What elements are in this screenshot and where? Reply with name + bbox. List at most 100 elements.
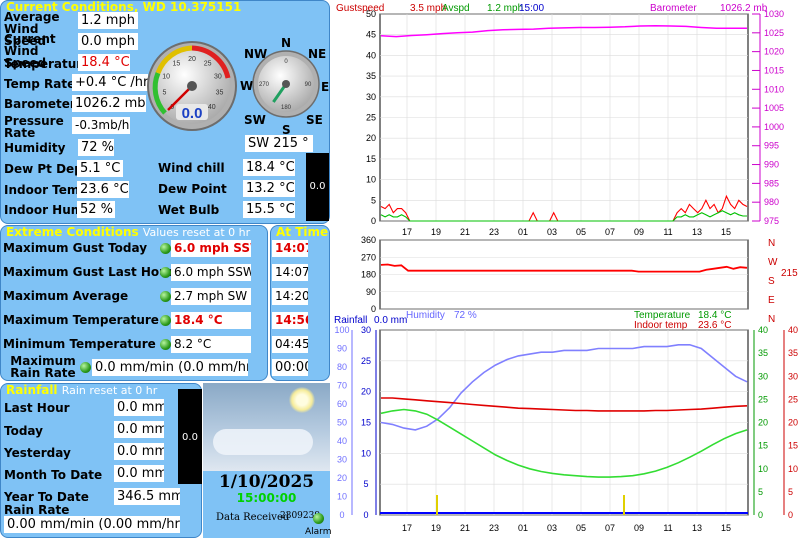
status-bullet-icon	[160, 315, 171, 326]
x-tick: 13	[692, 227, 702, 237]
today-value: 0.0 mm	[114, 421, 164, 438]
compass-e: E	[321, 80, 330, 94]
temp-rate-value: +0.4 °C /hr	[72, 74, 148, 91]
current-time: 15:00:00	[236, 491, 297, 505]
wind-chill-value: 18.4 °C	[243, 159, 295, 176]
status-bullet-icon	[160, 339, 171, 350]
y-tick-left: 50	[366, 9, 376, 19]
indoor-hum-label: Indoor Hum.	[4, 203, 88, 217]
y-tick-humidity: 20	[337, 473, 347, 483]
chart-time: 15:00	[519, 3, 544, 14]
series-temperature	[380, 408, 748, 478]
compass-se: SE	[306, 113, 323, 127]
y-tick-rain: 0	[363, 510, 368, 520]
today-label: Today	[4, 424, 43, 438]
y-tick-rain: 25	[361, 356, 371, 366]
barometer-value: 1026.2 mb	[72, 95, 146, 112]
extreme-row-time: 14:07	[272, 240, 308, 257]
status-bullet-icon	[80, 362, 91, 373]
direction-letter: S	[768, 276, 775, 287]
y-tick-temp: 5	[758, 487, 763, 497]
temp-rate-label: Temp Rate	[4, 77, 76, 91]
alarm-label: Alarm	[305, 527, 332, 537]
x-tick: 03	[547, 523, 557, 533]
compass-nw: NW	[244, 47, 268, 61]
gauge-tick: 35	[216, 90, 224, 97]
series-avspd	[380, 210, 747, 222]
year-value: 346.5 mm	[114, 488, 180, 505]
y-tick-humidity: 0	[339, 510, 344, 520]
x-tick: 11	[663, 523, 672, 533]
pressure-rate-label: Pressure Rate	[4, 114, 64, 140]
max-rain-rate-value: 0.0 mm/min (0.0 mm/hr)	[92, 359, 248, 376]
extreme-row-value: 6.0 mph SSW	[171, 264, 251, 281]
month-value: 0.0 mm	[114, 465, 164, 482]
y-tick-indoor: 20	[788, 418, 798, 428]
y-tick-temp: 25	[758, 394, 768, 404]
last-hour-value: 0.0 mm	[114, 399, 164, 416]
series-direction	[380, 263, 748, 273]
y-tick-left: 30	[366, 92, 376, 102]
alarm-icon[interactable]	[313, 513, 324, 524]
y-tick-left: 90	[366, 287, 376, 297]
y-tick-temp: 30	[758, 371, 768, 381]
extreme-conditions-title: Extreme Conditions Values reset at 0 hr	[6, 226, 250, 240]
x-tick: 23	[489, 227, 499, 237]
y-tick-indoor: 35	[788, 348, 798, 358]
y-tick-indoor: 10	[788, 464, 798, 474]
y-tick-left: 360	[361, 235, 376, 245]
last-hour-label: Last Hour	[4, 401, 70, 415]
extreme-row-value: 8.2 °C	[171, 336, 251, 353]
dew-depr-value: 5.1 °C	[77, 160, 123, 177]
series-humidity	[380, 343, 748, 431]
extreme-row-time: 14:07	[272, 264, 308, 281]
data-received-label: Data Received	[216, 512, 290, 523]
x-tick: 19	[431, 227, 441, 237]
temperature-value: 18.4 °C	[78, 54, 130, 71]
data-received-value: 2309239	[280, 511, 321, 521]
y-tick-left: 35	[366, 71, 376, 81]
y-tick-right: 1030	[764, 9, 784, 19]
humidity-label: Humidity	[4, 141, 66, 155]
y-tick-right: 1025	[764, 28, 784, 38]
y-tick-indoor: 25	[788, 394, 798, 404]
gauge-tick: 25	[204, 61, 212, 68]
rainfall-black-box	[178, 389, 202, 484]
wind-compass: 0 90 180 270	[252, 50, 320, 118]
y-tick-humidity: 40	[337, 436, 347, 446]
extreme-row-time: 04:45	[272, 336, 308, 353]
x-tick: 19	[431, 523, 441, 533]
x-tick: 21	[460, 523, 470, 533]
compass-s: S	[282, 123, 291, 137]
x-tick: 21	[460, 227, 470, 237]
wind-direction-value: SW 215 °	[245, 135, 313, 152]
y-tick-temp: 10	[758, 464, 768, 474]
rainfall-black-box-value: 0.0	[182, 432, 198, 443]
wet-bulb-value: 15.5 °C	[243, 201, 295, 218]
y-tick-right: 995	[764, 141, 779, 151]
charts-area: Gustspeed 3.5 mph Avspd 1.2 mph 15:00 Ba…	[334, 3, 798, 533]
yesterday-value: 0.0 mm	[114, 443, 164, 460]
compass-ne: NE	[308, 47, 327, 61]
compass-tick-90: 90	[305, 82, 312, 88]
gauge-needle	[167, 85, 193, 111]
y-tick-indoor: 30	[788, 371, 798, 381]
y-tick-indoor: 5	[788, 487, 793, 497]
temp-chart-value: 18.4 °C	[698, 310, 731, 321]
status-bullet-icon	[160, 243, 171, 254]
extreme-row-label: Maximum Average	[3, 289, 129, 303]
y-tick-left: 20	[366, 133, 376, 143]
y-tick-left: 45	[366, 30, 376, 40]
dew-depr-label: Dew Pt Depr.	[4, 162, 92, 176]
temp-chart-label: Temperature	[634, 310, 691, 321]
y-tick-right: 990	[764, 160, 779, 170]
wind-chill-label: Wind chill	[158, 161, 225, 175]
extreme-row-label: Minimum Temperature	[3, 337, 156, 351]
x-tick: 13	[692, 523, 702, 533]
rainfall-title-text: Rainfall	[6, 383, 58, 397]
compass-tick-180: 180	[281, 105, 292, 111]
y-tick-humidity: 90	[337, 344, 347, 354]
y-tick-right: 975	[764, 216, 779, 226]
y-tick-left: 270	[361, 252, 376, 262]
avg-wind-value: 1.2 mph	[78, 12, 138, 29]
